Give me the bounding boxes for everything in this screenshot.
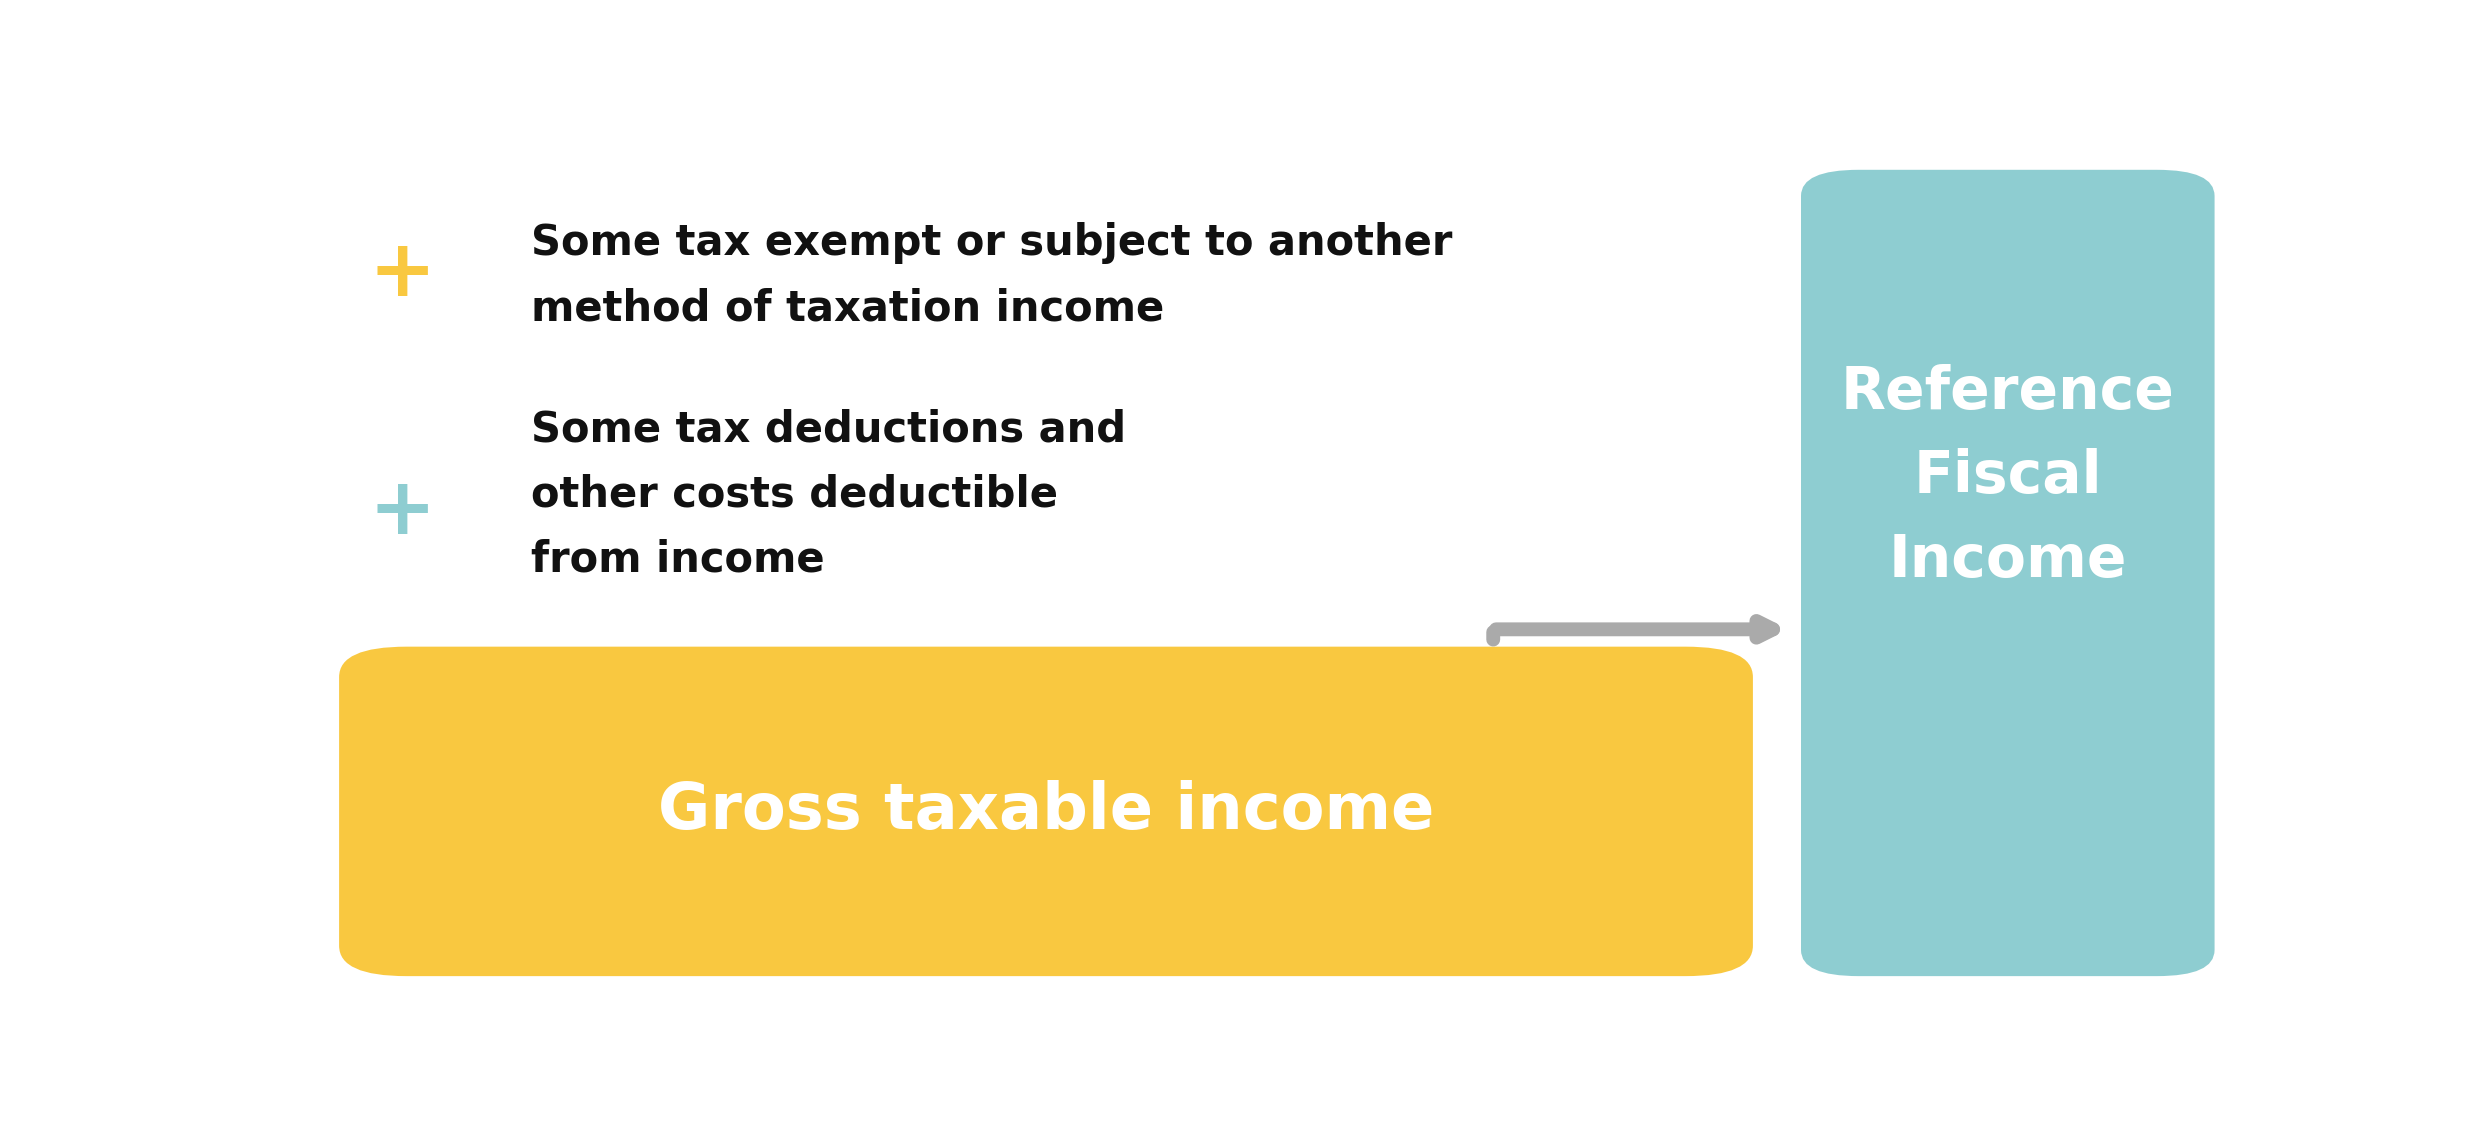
FancyBboxPatch shape bbox=[1802, 170, 2214, 976]
Text: Some tax deductions and: Some tax deductions and bbox=[531, 409, 1127, 450]
Text: other costs deductible: other costs deductible bbox=[531, 474, 1057, 516]
Text: Gross taxable income: Gross taxable income bbox=[658, 780, 1435, 842]
Text: +: + bbox=[370, 473, 437, 552]
Text: Some tax exempt or subject to another: Some tax exempt or subject to another bbox=[531, 223, 1452, 265]
Text: +: + bbox=[370, 235, 437, 313]
FancyBboxPatch shape bbox=[340, 646, 1752, 976]
Text: Reference
Fiscal
Income: Reference Fiscal Income bbox=[1842, 364, 2174, 589]
Text: method of taxation income: method of taxation income bbox=[531, 287, 1164, 330]
Text: from income: from income bbox=[531, 539, 824, 581]
